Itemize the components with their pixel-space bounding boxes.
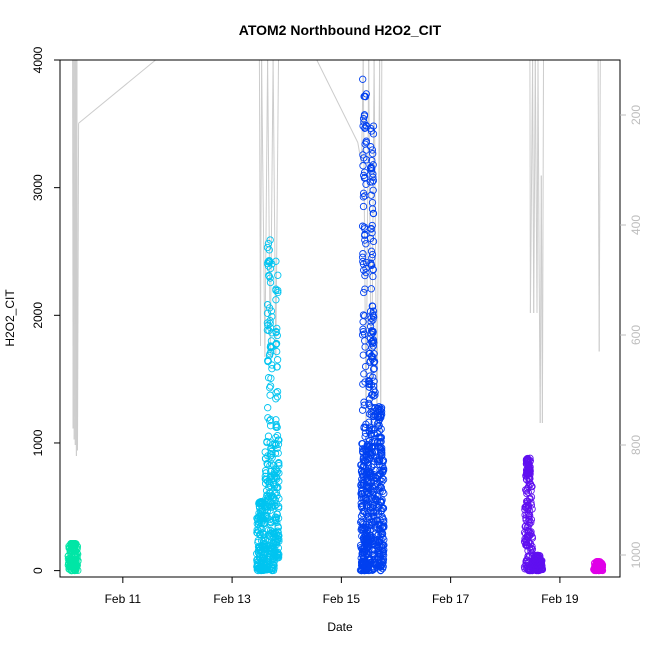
pressure-trace-segment (599, 60, 600, 352)
y-tick-label: 2000 (31, 302, 45, 329)
data-point (275, 272, 281, 278)
data-point (267, 392, 273, 398)
pressure-trace-segment (381, 60, 382, 437)
data-point (265, 405, 271, 411)
y-tick-label: 4000 (31, 46, 45, 73)
right-tick-label: 800 (629, 435, 643, 455)
data-point (274, 357, 280, 363)
pressure-trace-layer (73, 60, 601, 456)
data-point (368, 286, 374, 292)
data-point (360, 203, 366, 209)
pressure-trace-segment (276, 60, 279, 357)
x-tick-label: Feb 11 (105, 592, 142, 606)
y-tick-label: 3000 (31, 174, 45, 201)
right-tick-label: 200 (629, 105, 643, 125)
x-tick-label: Feb 19 (541, 592, 579, 606)
right-tick-label: 600 (629, 325, 643, 345)
chart-title: ATOM2 Northbound H2O2_CIT (239, 22, 442, 38)
pressure-trace-segment (78, 123, 79, 450)
y-axis-right: 200 400 600 800 1000 (620, 105, 643, 569)
x-tick-label: Feb 15 (323, 592, 361, 606)
pressure-trace-segment (79, 60, 156, 123)
data-point (360, 163, 366, 169)
pressure-trace-segment (261, 60, 262, 346)
y-tick-label: 0 (31, 567, 45, 574)
data-point (273, 390, 279, 396)
x-axis-label: Date (327, 620, 353, 634)
x-tick-label: Feb 13 (213, 592, 251, 606)
y-axis-left: 0 1000 2000 3000 4000 (31, 46, 60, 574)
pressure-trace-segment (317, 60, 358, 143)
pressure-trace-segment (542, 60, 543, 423)
right-tick-label: 400 (629, 215, 643, 235)
y-axis-label: H2O2_CIT (3, 289, 17, 347)
pressure-trace-segment (265, 60, 268, 357)
y-tick-label: 1000 (31, 429, 45, 456)
data-point (274, 432, 280, 438)
x-tick-label: Feb 17 (432, 592, 470, 606)
x-axis: Feb 11 Feb 13 Feb 15 Feb 17 Feb 19 (105, 577, 579, 606)
pressure-trace-segment (538, 60, 539, 264)
right-tick-label: 1000 (629, 541, 643, 568)
data-point (273, 396, 279, 402)
data-points-layer (65, 76, 606, 574)
pressure-trace-segment (377, 60, 380, 431)
data-point (274, 348, 280, 354)
data-point (363, 241, 369, 247)
